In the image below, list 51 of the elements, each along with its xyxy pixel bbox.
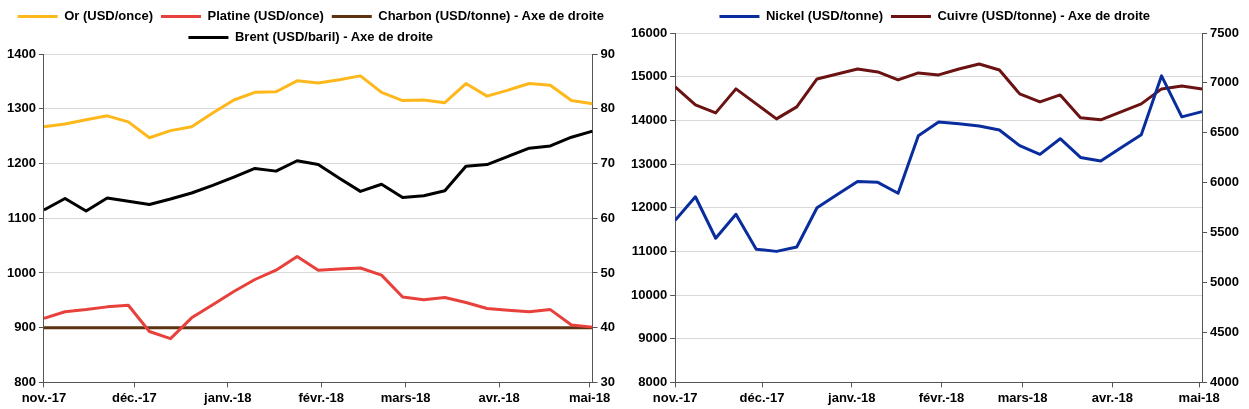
x-tick-label: janv.-18 — [827, 389, 876, 405]
y2-tick-label: 5000 — [1210, 274, 1239, 290]
y-tick-label: 900 — [14, 319, 36, 335]
legend-label: Platine (USD/once) — [207, 8, 324, 24]
y-tick-label: 12000 — [630, 199, 668, 215]
x-tick-label: mars-18 — [380, 389, 431, 405]
y-tick-label: 1300 — [7, 100, 36, 116]
y-tick-label: 1100 — [7, 209, 36, 225]
y2-tick-label: 7500 — [1210, 24, 1239, 40]
x-tick-label: nov.-17 — [652, 389, 698, 405]
y2-tick-label: 40 — [600, 319, 616, 335]
y-tick-label: 9000 — [638, 330, 668, 346]
y-tick-label: 10000 — [630, 286, 668, 302]
y-tick-label: 8000 — [638, 373, 668, 389]
x-tick-label: nov.-17 — [21, 389, 67, 405]
y2-tick-label: 4500 — [1210, 324, 1239, 340]
y-tick-label: 16000 — [630, 24, 668, 40]
y2-tick-label: 4000 — [1210, 373, 1239, 389]
y2-tick-label: 90 — [600, 45, 616, 61]
x-tick-label: avr.-18 — [478, 389, 520, 405]
y-tick-label: 11000 — [631, 242, 668, 258]
y2-tick-label: 6000 — [1210, 174, 1239, 190]
y2-tick-label: 70 — [600, 155, 616, 171]
x-tick-label: févr.-18 — [298, 389, 345, 405]
legend-label: Or (USD/once) — [64, 8, 153, 24]
y-tick-label: 1200 — [7, 155, 36, 171]
y-tick-label: 1400 — [7, 45, 36, 61]
x-tick-label: avr.-18 — [1091, 389, 1133, 405]
x-tick-label: févr.-18 — [918, 389, 965, 405]
legend-label: Charbon (USD/tonne) - Axe de droite — [378, 8, 604, 24]
y2-tick-label: 30 — [600, 373, 616, 389]
x-tick-label: déc.-17 — [111, 389, 157, 405]
legend-label: Nickel (USD/tonne) — [765, 8, 883, 24]
legend-label: Cuivre (USD/tonne) - Axe de droite — [937, 8, 1151, 24]
legend-label: Brent (USD/baril) - Axe de droite — [234, 29, 434, 45]
y2-tick-label: 6500 — [1210, 124, 1239, 140]
x-tick-label: mai-18 — [1178, 389, 1220, 405]
y2-tick-label: 60 — [600, 209, 616, 225]
y-tick-label: 15000 — [630, 68, 668, 84]
x-tick-label: mai-18 — [568, 389, 611, 405]
x-tick-label: mars-18 — [997, 389, 1048, 405]
y-tick-label: 13000 — [630, 155, 668, 171]
y2-tick-label: 50 — [600, 264, 616, 280]
y-tick-label: 800 — [14, 373, 36, 389]
x-tick-label: janv.-18 — [203, 389, 252, 405]
y-tick-label: 1000 — [7, 264, 36, 280]
y2-tick-label: 7000 — [1210, 74, 1239, 90]
y2-tick-label: 5500 — [1210, 224, 1239, 240]
y2-tick-label: 80 — [600, 100, 616, 116]
y-tick-label: 14000 — [630, 111, 668, 127]
x-tick-label: déc.-17 — [739, 389, 785, 405]
